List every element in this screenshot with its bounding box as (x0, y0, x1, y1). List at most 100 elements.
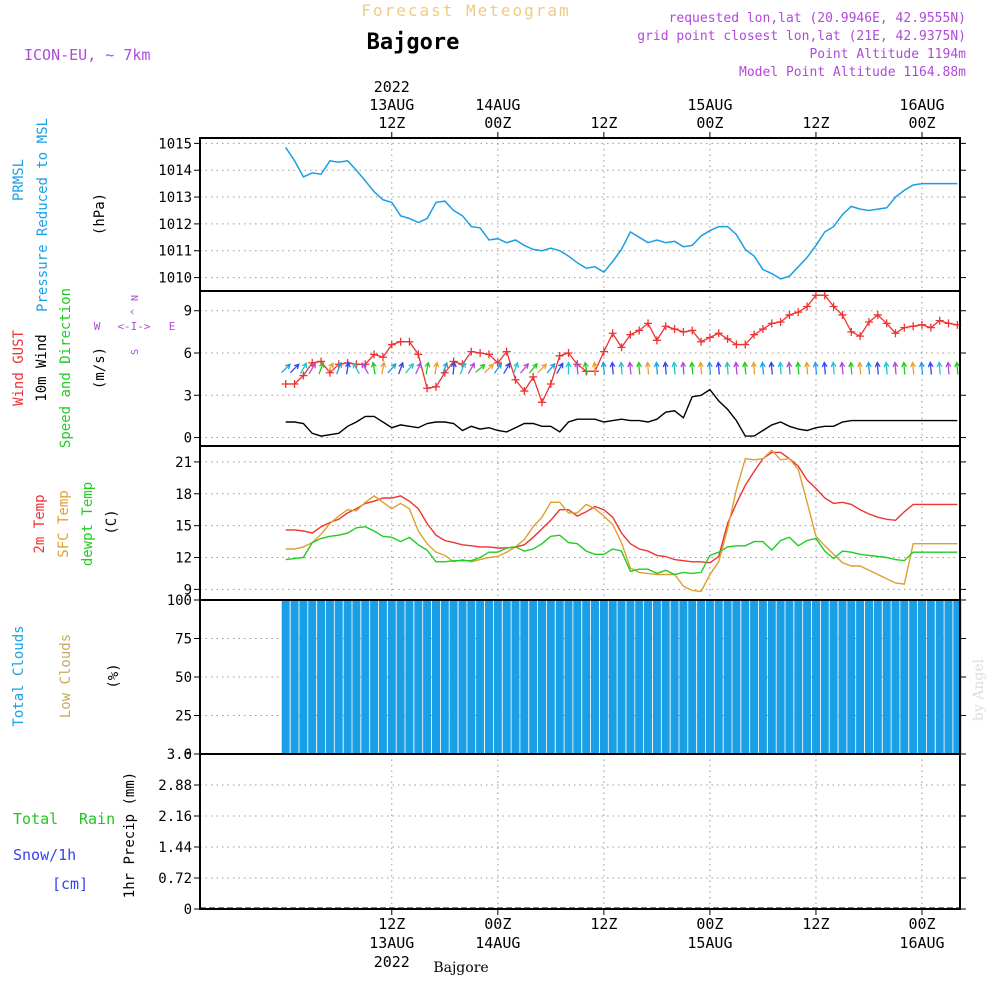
wind-direction-arrow (724, 361, 731, 375)
wind-direction-arrow (475, 363, 486, 373)
wind-direction-arrow (442, 361, 449, 375)
wind-direction-arrow (336, 361, 343, 375)
total-cloud-bar (847, 600, 856, 754)
2m-temp-label: 2m Temp (32, 494, 48, 553)
total-cloud-bar (582, 600, 591, 754)
total-cloud-bar (918, 600, 926, 754)
cloud-labels: Total Clouds Low Clouds (%) (11, 625, 122, 726)
ms-unit-label: (m/s) (92, 347, 108, 389)
wind-direction-arrow (503, 362, 511, 375)
total-cloud-bar (873, 600, 882, 754)
wind-gust-marker (644, 319, 653, 328)
temperature-plot-area (200, 446, 960, 600)
bottom-date-label: 14AUG (475, 934, 520, 952)
wind-direction-arrow (318, 361, 325, 375)
wind-direction-arrow (397, 361, 405, 375)
prmsl-label: PRMSL (11, 159, 27, 201)
wind-direction-arrow (936, 361, 943, 375)
temperature-panel: 9 12 15 18 21 (175, 446, 966, 600)
wind-direction-arrow (405, 362, 415, 374)
bottom-date-label: 15AUG (687, 934, 732, 952)
pressure-ytick-label: 1011 (158, 244, 192, 260)
wind-gust-marker (909, 322, 918, 331)
wind-gust-marker (741, 340, 750, 349)
wind-gust-marker (635, 326, 644, 335)
requested-coords: requested lon,lat (20.9946E, 42.9555N) (669, 11, 966, 26)
precip-ytick-label: 2.16 (158, 809, 192, 825)
temp-labels: 2m Temp SFC Temp dewpt Temp (C) (32, 482, 120, 566)
wind-gust-marker (564, 349, 573, 357)
wind-direction-arrow (733, 361, 740, 375)
wind-gust-marker (944, 319, 953, 328)
total-cloud-bar (767, 600, 776, 754)
total-cloud-bar (909, 600, 918, 754)
bottom-date-label: 16AUG (899, 934, 944, 952)
wind-direction-arrow (281, 363, 291, 374)
total-cloud-bar (485, 600, 493, 754)
total-cloud-bar (414, 600, 423, 754)
wind-gust-marker (882, 319, 891, 328)
wind-gust-marker (864, 318, 873, 326)
total-cloud-bar (458, 600, 467, 754)
wind-gust-marker (935, 316, 944, 325)
total-cloud-bar (290, 600, 299, 754)
wind-direction-arrow (574, 361, 581, 375)
wind-gust-marker (670, 325, 679, 334)
wind-direction-arrow (945, 361, 952, 375)
total-cloud-bar (281, 600, 290, 754)
total-cloud-bar (308, 600, 317, 754)
wind-direction-arrow (370, 361, 377, 375)
wind-direction-arrow (380, 361, 387, 375)
model-label: ICON-EU, ~ 7km (24, 46, 150, 64)
dewpt-temp-label: dewpt Temp (80, 482, 96, 566)
wind-gust-marker (688, 326, 697, 335)
wind-gust-marker (838, 310, 847, 319)
pressure-ytick-label: 1013 (158, 190, 192, 206)
total-cloud-bar (679, 600, 688, 754)
total-cloud-bar (564, 600, 573, 754)
pressure-ytick-label: 1010 (158, 271, 192, 287)
wind-direction-arrow (892, 361, 899, 375)
temperature-ytick-label: 18 (175, 487, 192, 503)
pressure-msl-label: Pressure Reduced to MSL (35, 118, 51, 312)
wind-gust-marker (705, 333, 714, 342)
rain-label: Rain (79, 810, 115, 828)
wind-gust-marker (617, 343, 626, 352)
wind-direction-arrow (459, 361, 466, 375)
total-cloud-bar (608, 600, 617, 754)
pressure-line (285, 146, 958, 280)
total-cloud-bar (423, 600, 432, 754)
wind-gust-marker (679, 327, 688, 336)
bottom-year-label: 2022 (374, 953, 410, 971)
temp-2m-line (285, 451, 958, 564)
hpa-unit-label: (hPa) (92, 193, 108, 235)
total-cloud-bar (652, 600, 661, 754)
total-cloud-bar (476, 600, 485, 754)
wind-direction-arrow (865, 361, 872, 375)
wind-direction-arrow (387, 362, 397, 374)
total-cloud-bar (343, 600, 352, 754)
chart-title: Forecast Meteogram (361, 1, 570, 20)
total-cloud-bar (926, 600, 935, 754)
wind-direction-arrow (528, 362, 538, 374)
top-hour-label: 00Z (696, 114, 723, 132)
pressure-ytick-label: 1014 (158, 163, 192, 179)
total-cloud-bar (520, 600, 529, 754)
wind-direction-arrow (618, 361, 625, 375)
snow-label: Snow/1h (13, 846, 76, 864)
total-cloud-bar (856, 600, 865, 754)
temperature-ytick-label: 15 (175, 519, 192, 535)
top-date-label: 13AUG (369, 96, 414, 114)
compass-legend: N ^ <-I-> W E S (94, 295, 176, 355)
total-cloud-bar (891, 600, 900, 754)
wind-direction-arrow (848, 361, 855, 375)
total-label: Total (13, 810, 58, 828)
total-cloud-bar (599, 600, 608, 754)
pressure-plot-area (200, 138, 960, 291)
wind-gust-marker (714, 329, 723, 338)
wind-gust-marker (396, 337, 405, 346)
total-cloud-bar (803, 600, 812, 754)
total-cloud-bar (352, 600, 361, 754)
wind-gust-marker (847, 327, 856, 336)
wind-direction-arrow (821, 361, 828, 375)
